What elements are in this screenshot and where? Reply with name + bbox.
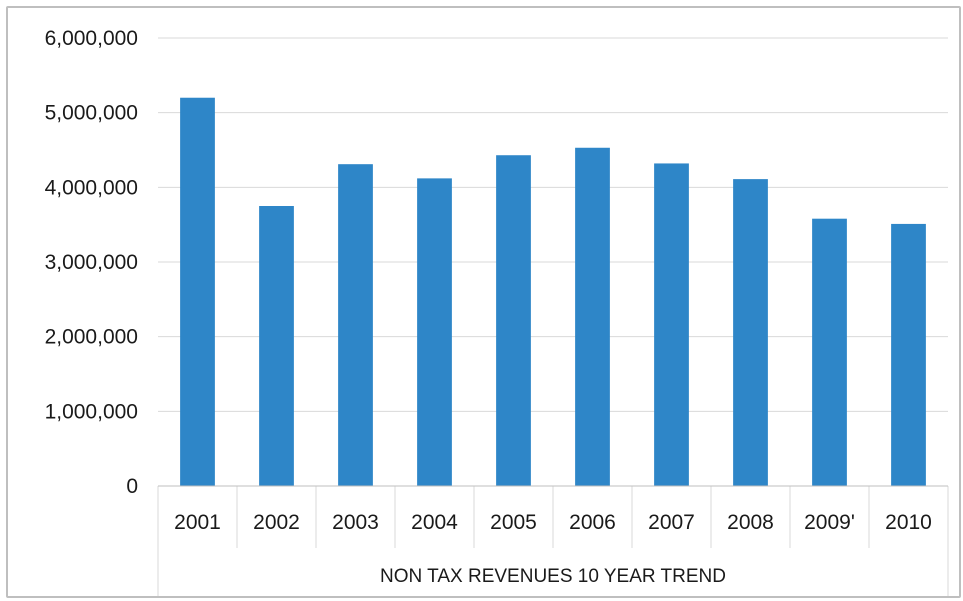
bar-2005 bbox=[496, 155, 531, 486]
bar-2008 bbox=[733, 179, 768, 486]
bar-2001 bbox=[180, 97, 215, 486]
x-category-label: 2007 bbox=[648, 511, 695, 534]
x-category-label: 2006 bbox=[569, 511, 616, 534]
x-axis-title: NON TAX REVENUES 10 YEAR TREND bbox=[380, 566, 726, 587]
bar-2002 bbox=[259, 206, 294, 486]
x-category-label: 2003 bbox=[332, 511, 379, 534]
bar-2010 bbox=[891, 223, 926, 487]
x-category-label: 2002 bbox=[253, 511, 300, 534]
chart-frame bbox=[6, 6, 961, 598]
y-tick-label: 3,000,000 bbox=[45, 251, 138, 274]
bar-2007 bbox=[654, 163, 689, 486]
x-axis-categories: 2001 2002 2003 2004 2005 2006 2007 2008 2009' 201… bbox=[157, 486, 949, 596]
bar-2003 bbox=[338, 164, 373, 487]
x-category-label: 2010 bbox=[885, 511, 932, 534]
x-category-label: 2001 bbox=[174, 511, 221, 534]
y-tick-label: 6,000,000 bbox=[45, 27, 138, 50]
y-tick-label: 4,000,000 bbox=[45, 176, 138, 199]
bar-2009 bbox=[812, 218, 847, 486]
x-category-label: 2009' bbox=[804, 511, 855, 534]
y-tick-label: 5,000,000 bbox=[45, 102, 138, 125]
x-category-label: 2004 bbox=[411, 511, 458, 534]
y-tick-label: 0 bbox=[126, 475, 138, 498]
bar-2006 bbox=[575, 147, 610, 486]
y-axis-ticks: 0 1,000,000 2,000,000 3,000,000 4,000,000 5,0… bbox=[45, 27, 138, 498]
bar-2004 bbox=[417, 178, 452, 486]
y-tick-label: 2,000,000 bbox=[45, 326, 138, 349]
bars bbox=[180, 97, 926, 487]
x-category-label: 2008 bbox=[727, 511, 774, 534]
x-category-label: 2005 bbox=[490, 511, 537, 534]
y-tick-label: 1,000,000 bbox=[45, 400, 138, 423]
